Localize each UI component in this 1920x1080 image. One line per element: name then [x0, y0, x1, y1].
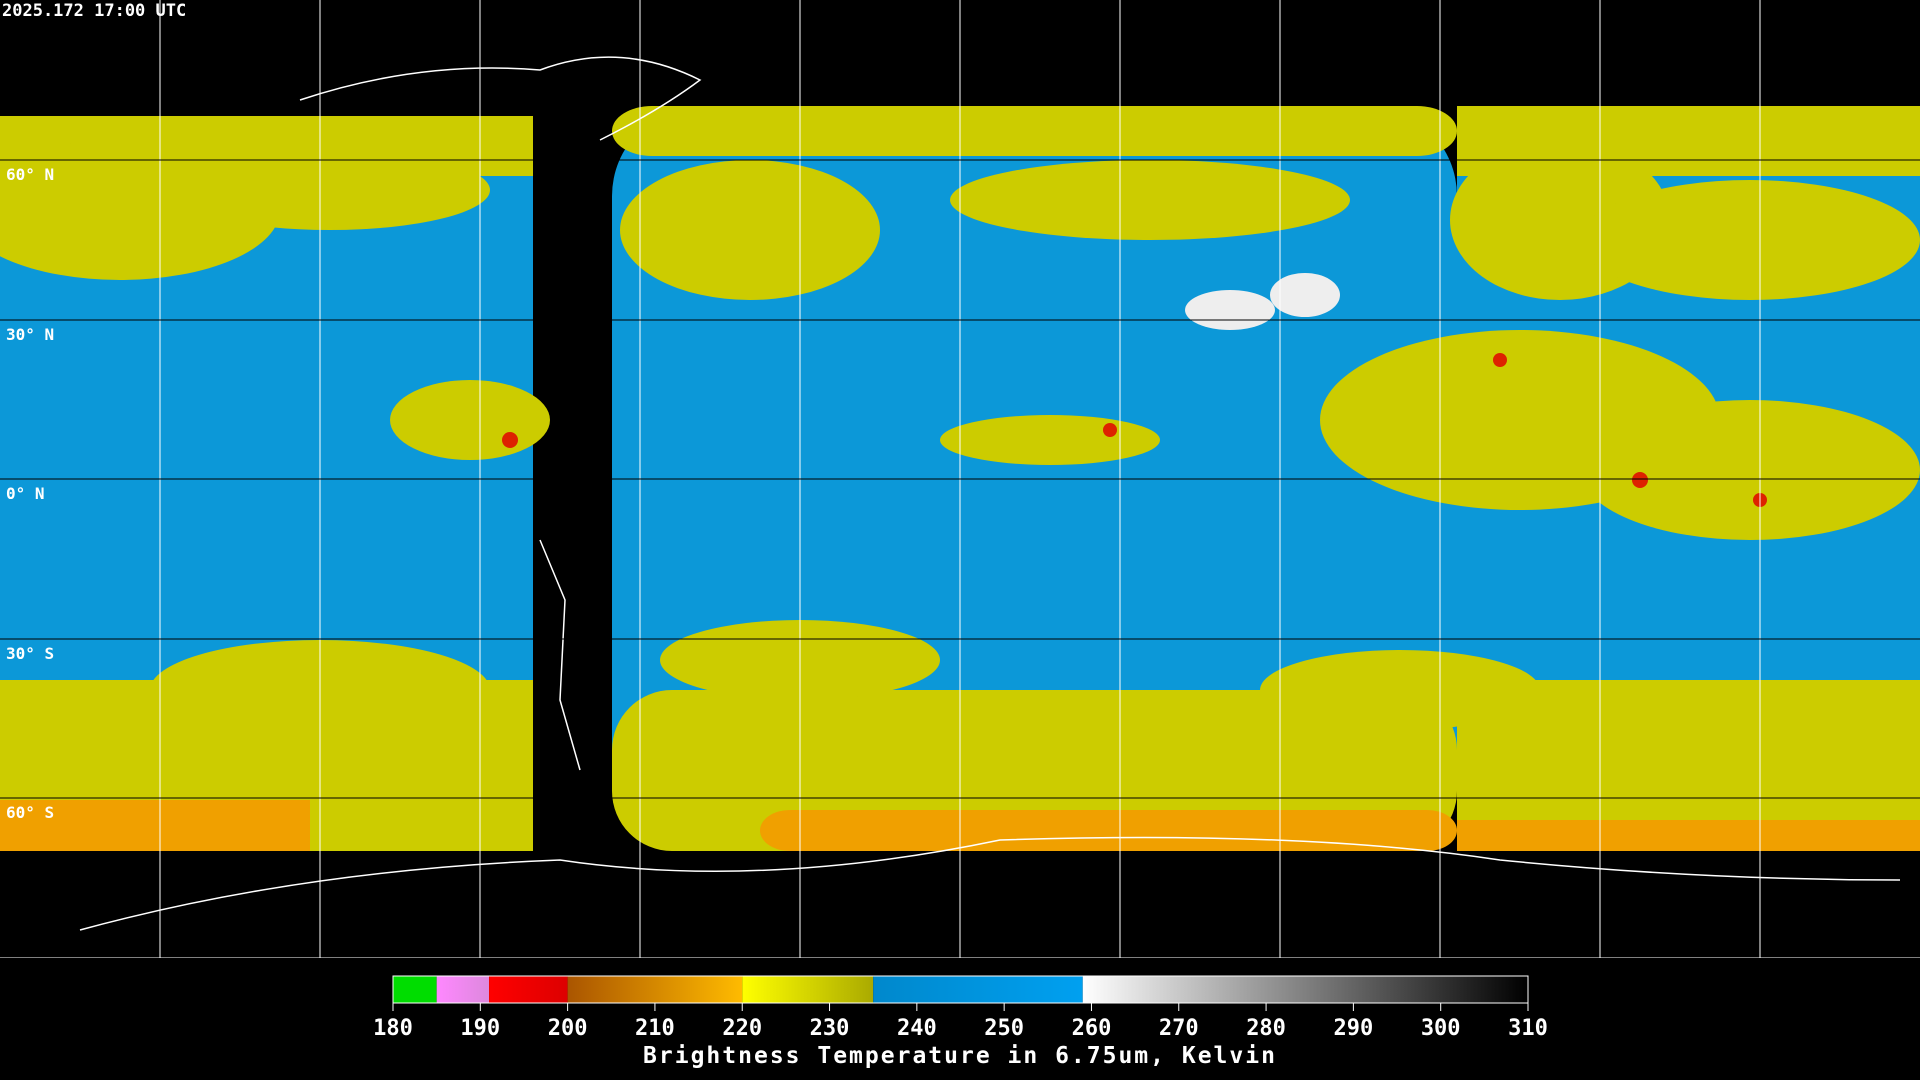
colorbar-segment	[489, 976, 568, 1003]
colorbar-tick-label: 200	[548, 1016, 588, 1041]
colorbar-tick-label: 220	[722, 1016, 762, 1041]
colorbar-tick-label: 300	[1421, 1016, 1461, 1041]
colorbar-segment	[873, 976, 1083, 1003]
latitude-labels: 60° N 30° N 0° N 30° S 60° S	[6, 165, 54, 822]
colorbar-segment	[1082, 976, 1528, 1003]
colorbar-tick-label: 180	[373, 1016, 413, 1041]
colorbar-tick-label: 270	[1159, 1016, 1199, 1041]
colorbar-tick-label: 310	[1508, 1016, 1548, 1041]
colorbar-segment	[567, 976, 743, 1003]
colorbar-tick-label: 190	[460, 1016, 500, 1041]
latitude-label: 30° S	[6, 644, 54, 663]
timestamp: 2025.172 17:00 UTC	[2, 1, 186, 21]
colorbar-tick-label: 280	[1246, 1016, 1286, 1041]
colorbar-tick-label: 260	[1072, 1016, 1112, 1041]
latitude-label: 0° N	[6, 484, 45, 503]
colorbar-frame	[392, 975, 1529, 1004]
colorbar-segment	[436, 976, 490, 1003]
colorbar-title: Brightness Temperature in 6.75um, Kelvin	[643, 1043, 1277, 1069]
latitude-label: 60° S	[6, 803, 54, 822]
colorbar-tick-label: 290	[1334, 1016, 1374, 1041]
colorbar-tick-label: 230	[810, 1016, 850, 1041]
graticule-lines	[0, 0, 1920, 959]
colorbar-tick-label: 240	[897, 1016, 937, 1041]
latitude-label: 30° N	[6, 325, 54, 344]
latitude-label: 60° N	[6, 165, 54, 184]
coastlines	[79, 56, 1901, 931]
colorbar-tick-label: 250	[984, 1016, 1024, 1041]
colorbar-segment	[393, 976, 437, 1003]
colorbar: 180 190 200 210 220 230 240 250 260 270 280 290 300 3…	[373, 975, 1548, 1041]
convection	[502, 353, 1767, 507]
colorbar-segment	[742, 976, 874, 1003]
colorbar-tick-label: 210	[635, 1016, 675, 1041]
